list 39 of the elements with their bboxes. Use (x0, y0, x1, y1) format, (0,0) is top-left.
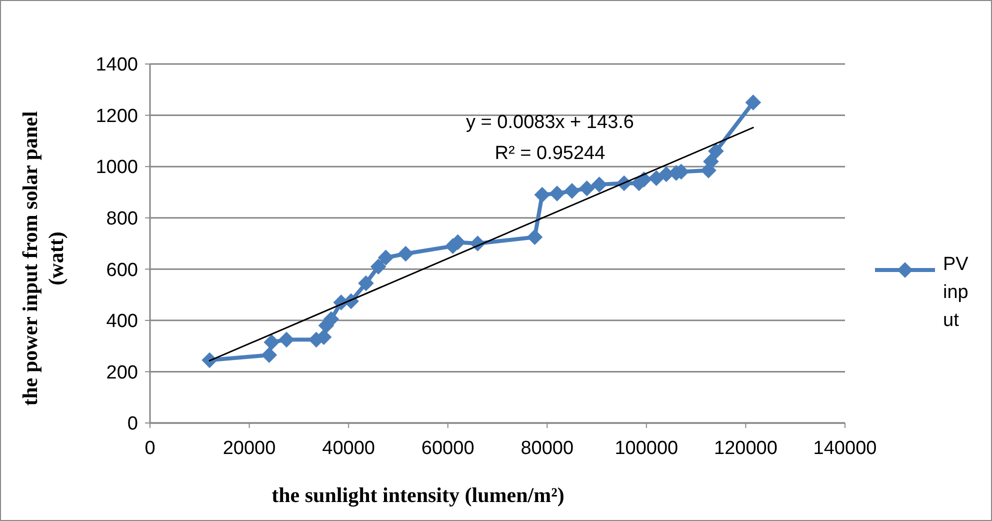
x-axis-title: the sunlight intensity (lumen/m²) (272, 483, 564, 507)
point (398, 246, 414, 262)
x-tick-label: 0 (144, 438, 156, 459)
point (648, 170, 664, 186)
point (278, 332, 294, 348)
annotation: y = 0.0083x + 143.6 (466, 112, 634, 133)
y-axis-title: the power input from solar panel (watt) (18, 111, 68, 406)
point (549, 186, 565, 202)
x-tick-label: 140000 (813, 438, 877, 459)
legend-label: PV input (943, 254, 969, 331)
y-tick-label: 0 (127, 414, 138, 435)
point (370, 258, 386, 274)
point (202, 352, 218, 368)
point (745, 94, 762, 110)
point (564, 183, 580, 199)
point (708, 143, 724, 160)
y-tick-label: 1000 (96, 157, 138, 178)
point (703, 154, 719, 170)
point (378, 250, 394, 266)
y-tick-label: 800 (106, 208, 138, 230)
x-tick-label: 40000 (322, 438, 375, 459)
y-tick-label: 1400 (96, 54, 138, 76)
x-tick-label: 100000 (614, 438, 678, 459)
x-tick-label: 120000 (714, 438, 778, 459)
point (591, 176, 608, 192)
y-tick-label: 200 (106, 362, 138, 384)
point (261, 347, 278, 363)
point (358, 275, 374, 292)
y-tick-label: 600 (106, 260, 138, 281)
annotation: R² = 0.95244 (494, 143, 606, 164)
point (264, 334, 280, 350)
point (534, 186, 550, 203)
x-tick-label: 80000 (520, 438, 574, 459)
y-tick-label: 400 (106, 311, 138, 332)
y-tick-label: 1200 (96, 106, 138, 127)
point (526, 229, 543, 246)
x-tick-label: 20000 (222, 438, 276, 459)
point (578, 180, 595, 196)
x-tick-label: 60000 (421, 438, 474, 459)
